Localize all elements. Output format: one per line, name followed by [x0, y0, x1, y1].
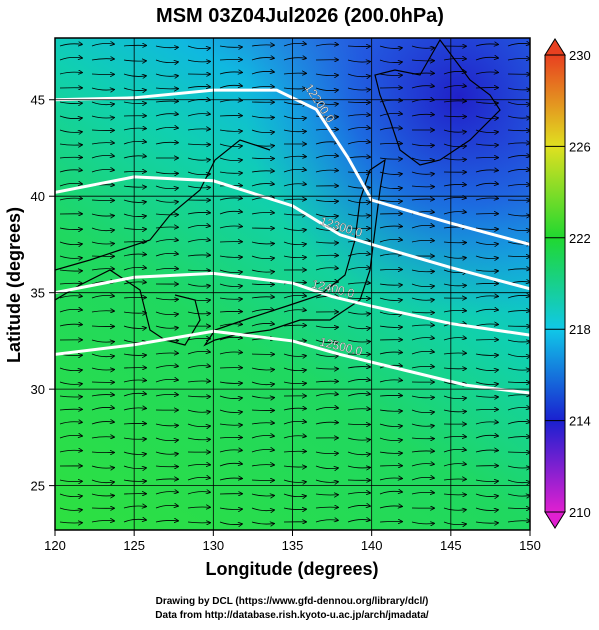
x-tick-label: 130 [202, 538, 224, 553]
y-tick-label: 25 [31, 479, 45, 494]
colorbar: 210 214 218 222 226 230 [545, 39, 591, 528]
credit: Data from http://database.rish.kyoto-u.a… [155, 610, 429, 621]
colorbar-tick-label: 222 [569, 231, 591, 246]
x-tick-label: 140 [361, 538, 383, 553]
colorbar-tick-label: 230 [569, 48, 591, 63]
chart-title: MSM 03Z04Jul2026 (200.0hPa) [156, 5, 444, 27]
colorbar-end [545, 512, 565, 528]
colorbar-tick-label: 210 [569, 505, 591, 520]
x-tick-label: 150 [519, 538, 541, 553]
x-axis-label: Longitude (degrees) [205, 559, 378, 579]
y-tick-label: 40 [31, 189, 45, 204]
colorbar-tick-label: 218 [569, 322, 591, 337]
y-axis-label: Latitude (degrees) [4, 207, 24, 363]
colorbar-end [545, 39, 565, 55]
x-tick-label: 125 [123, 538, 145, 553]
x-tick-label: 145 [440, 538, 462, 553]
credit: Drawing by DCL (https://www.gfd-dennou.o… [156, 596, 429, 607]
colorbar-scale [545, 55, 565, 512]
y-tick-label: 45 [31, 93, 45, 108]
colorbar-tick-label: 226 [569, 139, 591, 154]
y-tick-label: 35 [31, 286, 45, 301]
y-tick-label: 30 [31, 382, 45, 397]
colorbar-tick-label: 214 [569, 414, 591, 429]
x-tick-label: 135 [282, 538, 304, 553]
x-tick-label: 120 [44, 538, 66, 553]
